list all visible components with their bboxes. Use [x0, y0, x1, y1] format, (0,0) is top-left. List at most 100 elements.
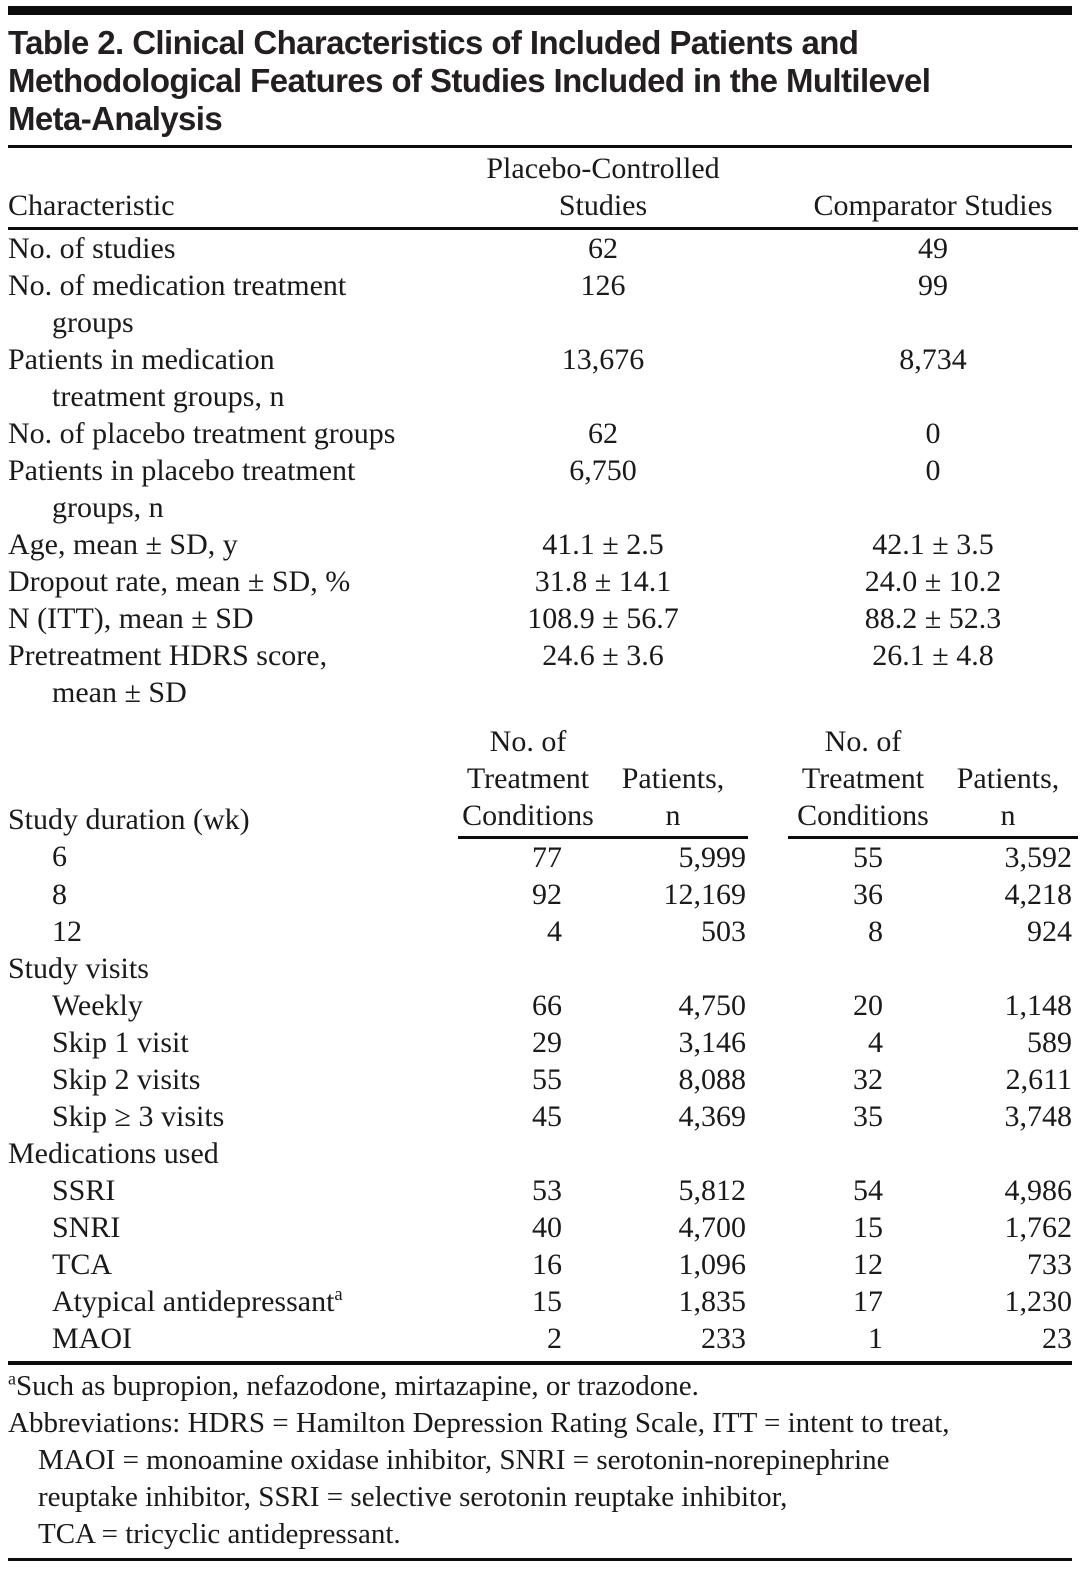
column-gap — [748, 1246, 788, 1283]
column-gap — [748, 711, 788, 838]
title-line-3: Meta-Analysis — [8, 100, 223, 137]
value-cell: 31.8 ± 14.1 — [534, 565, 672, 598]
row-label: 8 — [52, 878, 67, 911]
value-cell: 13,676 — [561, 343, 645, 376]
value-cell: 5,999 — [678, 841, 747, 874]
column-gap — [748, 341, 788, 415]
row-label: N (ITT), mean ± SD — [8, 602, 254, 635]
section-row: Medications used — [8, 1135, 1078, 1172]
column-gap — [748, 950, 788, 987]
title-divider-rule — [8, 145, 1072, 148]
value-cell: 54 — [853, 1174, 883, 1207]
row-label: SSRI — [52, 1174, 116, 1207]
title-line-2: Methodological Features of Studies Inclu… — [8, 62, 931, 99]
table-header-row: Characteristic Placebo-Controlled Studie… — [8, 148, 1079, 230]
value-cell — [788, 1135, 938, 1172]
value-cell: 8,088 — [678, 1063, 747, 1096]
row-label: Skip 2 visits — [52, 1063, 201, 1096]
column-header-comparator: Comparator Studies — [788, 148, 1079, 230]
value-cell: 126 — [580, 269, 626, 302]
sub-header-comparator-conditions: No. of Treatment Conditions — [788, 711, 938, 839]
table-row: 8 92 12,169 36 4,218 — [8, 876, 1078, 913]
section-label: Study visits — [8, 952, 149, 985]
value-cell — [598, 1135, 748, 1172]
column-gap — [748, 1024, 788, 1061]
table-row: SNRI 40 4,700 15 1,762 — [8, 1209, 1078, 1246]
column-gap — [748, 838, 788, 877]
column-gap — [748, 913, 788, 950]
value-cell: 12 — [853, 1248, 883, 1281]
abbreviations-line-4: TCA = tricyclic antidepressant. — [38, 1518, 401, 1550]
value-cell: 36 — [853, 878, 883, 911]
row-label: 6 — [52, 839, 67, 873]
row-label-study-duration: Study duration (wk) — [8, 802, 250, 836]
column-gap — [748, 563, 788, 600]
table-row: TCA 16 1,096 12 733 — [8, 1246, 1078, 1283]
table-row: Pretreatment HDRS score, mean ± SD 24.6 ±… — [8, 637, 1078, 711]
value-cell: 62 — [588, 232, 618, 265]
sub-header-placebo-patients: Patients, n — [598, 711, 748, 839]
value-cell: 24.6 ± 3.6 — [542, 639, 664, 672]
column-gap — [748, 452, 788, 526]
value-cell: 15 — [853, 1211, 883, 1244]
table-row: Skip ≥ 3 visits 45 4,369 35 3,748 — [8, 1098, 1078, 1135]
column-gap — [748, 526, 788, 563]
value-cell: 62 — [588, 417, 618, 450]
value-cell: 1,230 — [1004, 1285, 1073, 1318]
value-cell: 3,146 — [678, 1026, 747, 1059]
column-header-characteristic: Characteristic — [8, 148, 458, 230]
value-cell: 2,611 — [1005, 1063, 1073, 1096]
sub-header-comparator-patients: Patients, n — [938, 711, 1079, 839]
table-row: N (ITT), mean ± SD 108.9 ± 56.7 88.2 ± 5… — [8, 600, 1078, 637]
value-cell: 0 — [925, 454, 941, 487]
abbreviations-line-3: reuptake inhibitor, SSRI = selective ser… — [38, 1481, 788, 1513]
row-label: Skip 1 visit — [52, 1026, 189, 1059]
value-cell — [598, 950, 748, 987]
value-cell: 3,748 — [1004, 1100, 1073, 1133]
table-row: No. of medication treatment groups 126 99 — [8, 267, 1078, 341]
section-row: Study visits — [8, 950, 1078, 987]
page-title: Table 2. Clinical Characteristics of Inc… — [0, 15, 1080, 145]
value-cell: 88.2 ± 52.3 — [864, 602, 1002, 635]
value-cell: 4 — [547, 915, 562, 948]
column-gap — [748, 1320, 788, 1357]
table-row: SSRI 53 5,812 54 4,986 — [8, 1172, 1078, 1209]
column-gap — [748, 1209, 788, 1246]
row-label: No. of placebo treatment groups — [8, 417, 396, 450]
clinical-characteristics-table: Characteristic Placebo-Controlled Studie… — [8, 148, 1079, 1357]
value-cell: 55 — [853, 841, 883, 874]
value-cell: 924 — [1027, 915, 1073, 948]
column-gap — [748, 1172, 788, 1209]
value-cell: 233 — [701, 1322, 746, 1355]
value-cell: 35 — [853, 1100, 883, 1133]
row-label: No. of medication treatment groups — [8, 269, 347, 339]
value-cell: 5,812 — [678, 1174, 747, 1207]
value-cell: 26.1 ± 4.8 — [872, 639, 994, 672]
table-row: No. of placebo treatment groups 62 0 — [8, 415, 1078, 452]
value-cell: 4 — [868, 1026, 883, 1059]
footnote-a-marker: a — [8, 1368, 16, 1389]
row-label: SNRI — [52, 1211, 121, 1244]
column-gap — [748, 267, 788, 341]
footnote-divider-rule — [8, 1361, 1072, 1365]
value-cell: 12,169 — [663, 878, 747, 911]
table-row: MAOI 2 233 1 23 — [8, 1320, 1078, 1357]
row-label: TCA — [52, 1248, 112, 1281]
value-cell: 8 — [868, 915, 883, 948]
abbreviations-line-2: MAOI = monoamine oxidase inhibitor, SNRI… — [38, 1444, 890, 1476]
column-gap — [748, 415, 788, 452]
value-cell: 733 — [1027, 1248, 1073, 1281]
column-gap — [748, 1135, 788, 1172]
value-cell: 24.0 ± 10.2 — [864, 565, 1002, 598]
value-cell: 45 — [532, 1100, 562, 1133]
value-cell: 2 — [547, 1322, 562, 1355]
column-gap — [748, 148, 788, 230]
table-row: 12 4 503 8 924 — [8, 913, 1078, 950]
value-cell: 4,750 — [678, 989, 747, 1022]
footnote-a: aSuch as bupropion, nefazodone, mirtazap… — [8, 1368, 699, 1402]
value-cell: 53 — [532, 1174, 562, 1207]
value-cell — [938, 950, 1078, 987]
placebo-header-line-2: Studies — [558, 189, 648, 222]
value-cell: 1,096 — [678, 1248, 747, 1281]
